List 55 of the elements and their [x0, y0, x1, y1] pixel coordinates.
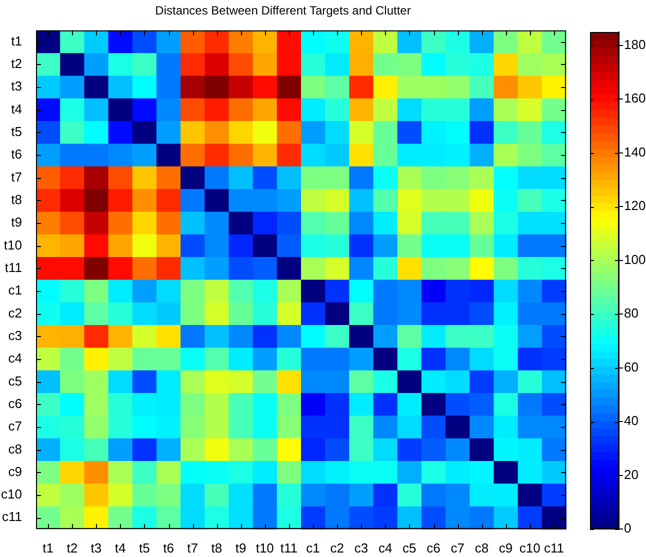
y-tick-label: t6	[11, 146, 22, 162]
x-tick-label: t5	[138, 540, 150, 556]
x-tick-label: t6	[163, 540, 174, 556]
color-bar-label: 20	[624, 466, 638, 482]
y-tick-label: c11	[2, 509, 22, 524]
x-tick-label: t1	[42, 540, 54, 556]
color-bar-label: 160	[624, 90, 646, 106]
y-tick-label: c2	[8, 305, 22, 320]
x-tick-label: c4	[378, 540, 392, 556]
y-tick-label: t9	[11, 214, 22, 230]
color-bar-label: 120	[624, 198, 646, 214]
y-tick-label: c7	[8, 418, 22, 434]
x-tick-label: c7	[450, 540, 464, 556]
color-bar-label: 80	[624, 306, 638, 321]
y-tick-label: c6	[8, 396, 22, 411]
y-tick-label: t3	[11, 78, 22, 94]
color-bar-label: 180	[624, 37, 646, 52]
x-tick-label: t8	[211, 540, 222, 556]
y-tick-label: c3	[8, 328, 22, 343]
y-tick-label: t5	[11, 124, 22, 139]
x-tick-label: c6	[426, 540, 440, 556]
x-tick-label: c2	[330, 540, 344, 556]
y-tick-label: t4	[11, 101, 22, 116]
x-tick-label: t7	[187, 540, 198, 556]
x-tick-label: c3	[354, 540, 368, 556]
y-tick-label: c5	[8, 373, 22, 388]
color-bar-label: 140	[624, 144, 646, 160]
color-bar-label: 60	[624, 359, 638, 374]
y-tick-label: t10	[4, 237, 22, 252]
y-tick-label: c8	[8, 441, 22, 456]
y-tick-label: c10	[1, 486, 22, 502]
x-tick-label: t9	[235, 540, 246, 556]
x-tick-label: t2	[66, 540, 78, 556]
x-tick-label: c1	[306, 540, 320, 556]
y-tick-label: t1	[11, 33, 22, 48]
x-tick-label: t3	[90, 540, 102, 556]
x-tick-label: t11	[280, 540, 298, 556]
y-tick-label: t7	[11, 169, 22, 184]
x-tick-label: c11	[544, 540, 564, 556]
y-tick-label: t11	[4, 260, 22, 275]
x-tick-label: c8	[474, 540, 489, 556]
y-tick-label: t2	[11, 56, 22, 71]
color-bar-label: 0	[624, 520, 632, 536]
x-tick-label: t4	[114, 540, 126, 556]
x-tick-label: c10	[519, 540, 540, 556]
x-tick-label: c5	[402, 540, 416, 556]
y-tick-label: c9	[8, 464, 22, 479]
y-tick-label: c1	[8, 282, 22, 298]
color-bar-label: 40	[624, 413, 638, 428]
x-tick-label: t10	[256, 540, 274, 556]
y-tick-label: c4	[8, 350, 22, 366]
chart-title: Distances Between Different Targets and Clutter	[155, 4, 411, 18]
color-bar-label: 100	[624, 252, 646, 267]
y-tick-label: t8	[11, 192, 22, 207]
x-tick-label: c9	[498, 540, 513, 556]
